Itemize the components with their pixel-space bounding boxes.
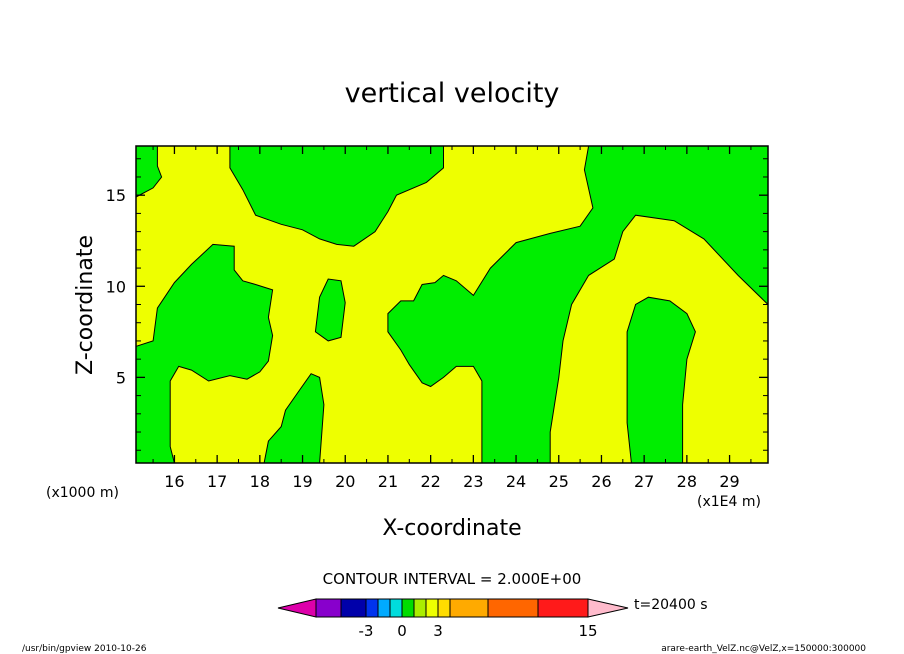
x-tick-label: 19 xyxy=(292,472,312,491)
x-tick-label: 28 xyxy=(677,472,697,491)
colorbar-arrow-right xyxy=(587,598,629,618)
axis-ticks: 16 17 18 19 20 21 22 23 24 25 26 27 28 29 5 10 15 xyxy=(106,146,768,491)
time-label: t=20400 s xyxy=(634,597,708,613)
footer-left: /usr/bin/gpview 2010-10-26 xyxy=(22,644,147,654)
colorbar-swatch xyxy=(425,598,439,618)
colorbar-swatch xyxy=(401,598,415,618)
contour-region-3 xyxy=(136,243,274,463)
chart-title: vertical velocity xyxy=(345,78,560,109)
colorbar-tick-label: 0 xyxy=(397,622,407,640)
x-tick-label: 16 xyxy=(164,472,184,491)
x-tick-label: 24 xyxy=(506,472,526,491)
contour-region-6 xyxy=(387,146,768,463)
colorbar-tick-label: 15 xyxy=(578,622,597,640)
colorbar-swatch xyxy=(377,598,391,618)
x-axis-label: X-coordinate xyxy=(382,516,521,541)
x-tick-label: 25 xyxy=(549,472,569,491)
x-tick-label: 27 xyxy=(634,472,654,491)
contour-regions xyxy=(136,146,768,463)
colorbar-swatch xyxy=(365,598,379,618)
x-tick-label: 20 xyxy=(335,472,355,491)
colorbar-swatch xyxy=(449,598,489,618)
colorbar-swatch xyxy=(315,598,342,618)
colorbar-swatch xyxy=(413,598,427,618)
colorbar-swatch xyxy=(437,598,451,618)
y-tick-label: 5 xyxy=(116,368,126,387)
colorbar-swatch xyxy=(389,598,403,618)
x-tick-label: 21 xyxy=(378,472,398,491)
y-tick-label: 10 xyxy=(106,277,126,296)
z-unit-label: (x1000 m) xyxy=(46,485,119,501)
colorbar-swatch xyxy=(487,598,539,618)
y-tick-label: 15 xyxy=(106,186,126,205)
x-tick-label: 17 xyxy=(207,472,227,491)
plot-area: 16 17 18 19 20 21 22 23 24 25 26 27 28 29 5 10 15 xyxy=(106,145,769,491)
contour-interval-text: CONTOUR INTERVAL = 2.000E+00 xyxy=(323,570,582,588)
colorbar-swatch xyxy=(340,598,367,618)
y-axis-label: Z-coordinate xyxy=(73,235,98,375)
colorbar-swatch xyxy=(537,598,589,618)
contour-region-5 xyxy=(314,278,346,342)
footer-right: arare-earth_VelZ.nc@VelZ,x=150000:300000 xyxy=(661,644,866,654)
x-tick-label: 26 xyxy=(591,472,611,491)
colorbar-tick-label: -3 xyxy=(359,622,374,640)
contour-region-7 xyxy=(626,296,696,463)
colorbar: -3 0 3 15 xyxy=(277,598,629,640)
x-tick-label: 18 xyxy=(250,472,270,491)
x-tick-label: 29 xyxy=(719,472,739,491)
x-tick-label: 23 xyxy=(463,472,483,491)
x-unit-label: (x1E4 m) xyxy=(697,494,761,510)
colorbar-arrow-left xyxy=(277,598,317,618)
x-tick-label: 22 xyxy=(420,472,440,491)
contour-region-2 xyxy=(229,146,444,247)
colorbar-tick-label: 3 xyxy=(433,622,443,640)
contour-region-1 xyxy=(136,146,163,198)
contour-region-4 xyxy=(263,373,325,463)
